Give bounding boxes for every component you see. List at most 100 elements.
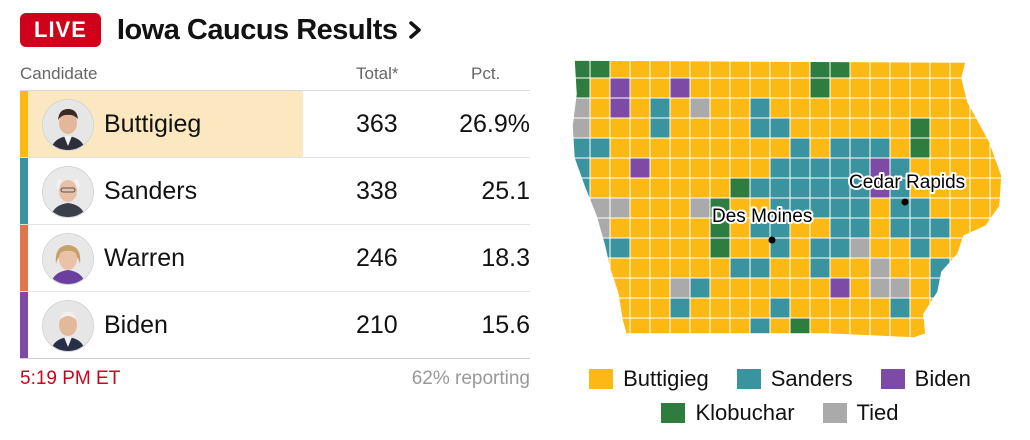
county[interactable]: [749, 297, 771, 319]
county[interactable]: [829, 237, 851, 259]
county[interactable]: [649, 217, 671, 239]
county[interactable]: [809, 317, 831, 338]
county[interactable]: [570, 257, 591, 279]
county[interactable]: [909, 117, 931, 139]
county[interactable]: [669, 237, 691, 259]
county[interactable]: [749, 77, 771, 99]
county[interactable]: [989, 237, 1006, 259]
county[interactable]: [669, 257, 691, 279]
county[interactable]: [869, 237, 891, 259]
county[interactable]: [809, 217, 831, 239]
county[interactable]: [709, 317, 731, 338]
county[interactable]: [969, 177, 991, 199]
county[interactable]: [789, 157, 811, 179]
county[interactable]: [989, 317, 1006, 338]
county[interactable]: [729, 297, 751, 319]
county[interactable]: [570, 297, 591, 319]
county[interactable]: [849, 277, 871, 299]
county[interactable]: [929, 197, 951, 219]
county[interactable]: [589, 257, 611, 279]
county[interactable]: [749, 177, 771, 199]
county[interactable]: [709, 117, 731, 139]
county[interactable]: [829, 177, 851, 199]
county[interactable]: [589, 77, 611, 99]
county[interactable]: [649, 237, 671, 259]
county[interactable]: [649, 297, 671, 319]
county[interactable]: [669, 157, 691, 179]
county[interactable]: [669, 277, 691, 299]
county[interactable]: [929, 217, 951, 239]
county[interactable]: [709, 137, 731, 159]
county[interactable]: [609, 197, 631, 219]
county[interactable]: [609, 117, 631, 139]
county[interactable]: [669, 217, 691, 239]
county[interactable]: [570, 217, 591, 239]
county[interactable]: [729, 77, 751, 99]
county[interactable]: [809, 117, 831, 139]
county[interactable]: [629, 257, 651, 279]
county[interactable]: [589, 137, 611, 159]
county[interactable]: [689, 317, 711, 338]
county[interactable]: [629, 237, 651, 259]
county[interactable]: [749, 317, 771, 338]
county[interactable]: [969, 137, 991, 159]
county[interactable]: [949, 257, 971, 279]
county[interactable]: [769, 117, 791, 139]
county[interactable]: [589, 157, 611, 179]
county[interactable]: [849, 237, 871, 259]
county[interactable]: [969, 197, 991, 219]
county[interactable]: [909, 137, 931, 159]
county[interactable]: [849, 257, 871, 279]
county[interactable]: [669, 317, 691, 338]
county[interactable]: [689, 297, 711, 319]
county[interactable]: [829, 117, 851, 139]
county[interactable]: [749, 157, 771, 179]
county[interactable]: [929, 97, 951, 119]
county[interactable]: [729, 257, 751, 279]
county[interactable]: [769, 177, 791, 199]
county[interactable]: [989, 217, 1006, 239]
county[interactable]: [570, 77, 591, 99]
county[interactable]: [669, 77, 691, 99]
county[interactable]: [949, 197, 971, 219]
county[interactable]: [709, 237, 731, 259]
county[interactable]: [669, 117, 691, 139]
county[interactable]: [570, 58, 591, 79]
county[interactable]: [989, 257, 1006, 279]
county[interactable]: [689, 277, 711, 299]
county[interactable]: [689, 237, 711, 259]
county[interactable]: [849, 297, 871, 319]
county[interactable]: [889, 137, 911, 159]
county[interactable]: [689, 77, 711, 99]
county[interactable]: [809, 297, 831, 319]
county[interactable]: [829, 277, 851, 299]
county[interactable]: [869, 277, 891, 299]
county[interactable]: [589, 117, 611, 139]
county[interactable]: [909, 237, 931, 259]
county[interactable]: [869, 197, 891, 219]
county[interactable]: [570, 277, 591, 299]
county[interactable]: [989, 58, 1006, 79]
county[interactable]: [689, 257, 711, 279]
county[interactable]: [889, 317, 911, 338]
county[interactable]: [570, 237, 591, 259]
county-grid[interactable]: [570, 58, 1006, 338]
county[interactable]: [649, 317, 671, 338]
county[interactable]: [609, 177, 631, 199]
county[interactable]: [629, 197, 651, 219]
county[interactable]: [729, 117, 751, 139]
county[interactable]: [789, 257, 811, 279]
county[interactable]: [809, 97, 831, 119]
county[interactable]: [909, 97, 931, 119]
county[interactable]: [909, 77, 931, 99]
county[interactable]: [869, 137, 891, 159]
county[interactable]: [949, 58, 971, 79]
county[interactable]: [609, 97, 631, 119]
county[interactable]: [869, 117, 891, 139]
county[interactable]: [709, 157, 731, 179]
county[interactable]: [629, 77, 651, 99]
county[interactable]: [709, 297, 731, 319]
county[interactable]: [769, 77, 791, 99]
county[interactable]: [649, 157, 671, 179]
county[interactable]: [649, 257, 671, 279]
